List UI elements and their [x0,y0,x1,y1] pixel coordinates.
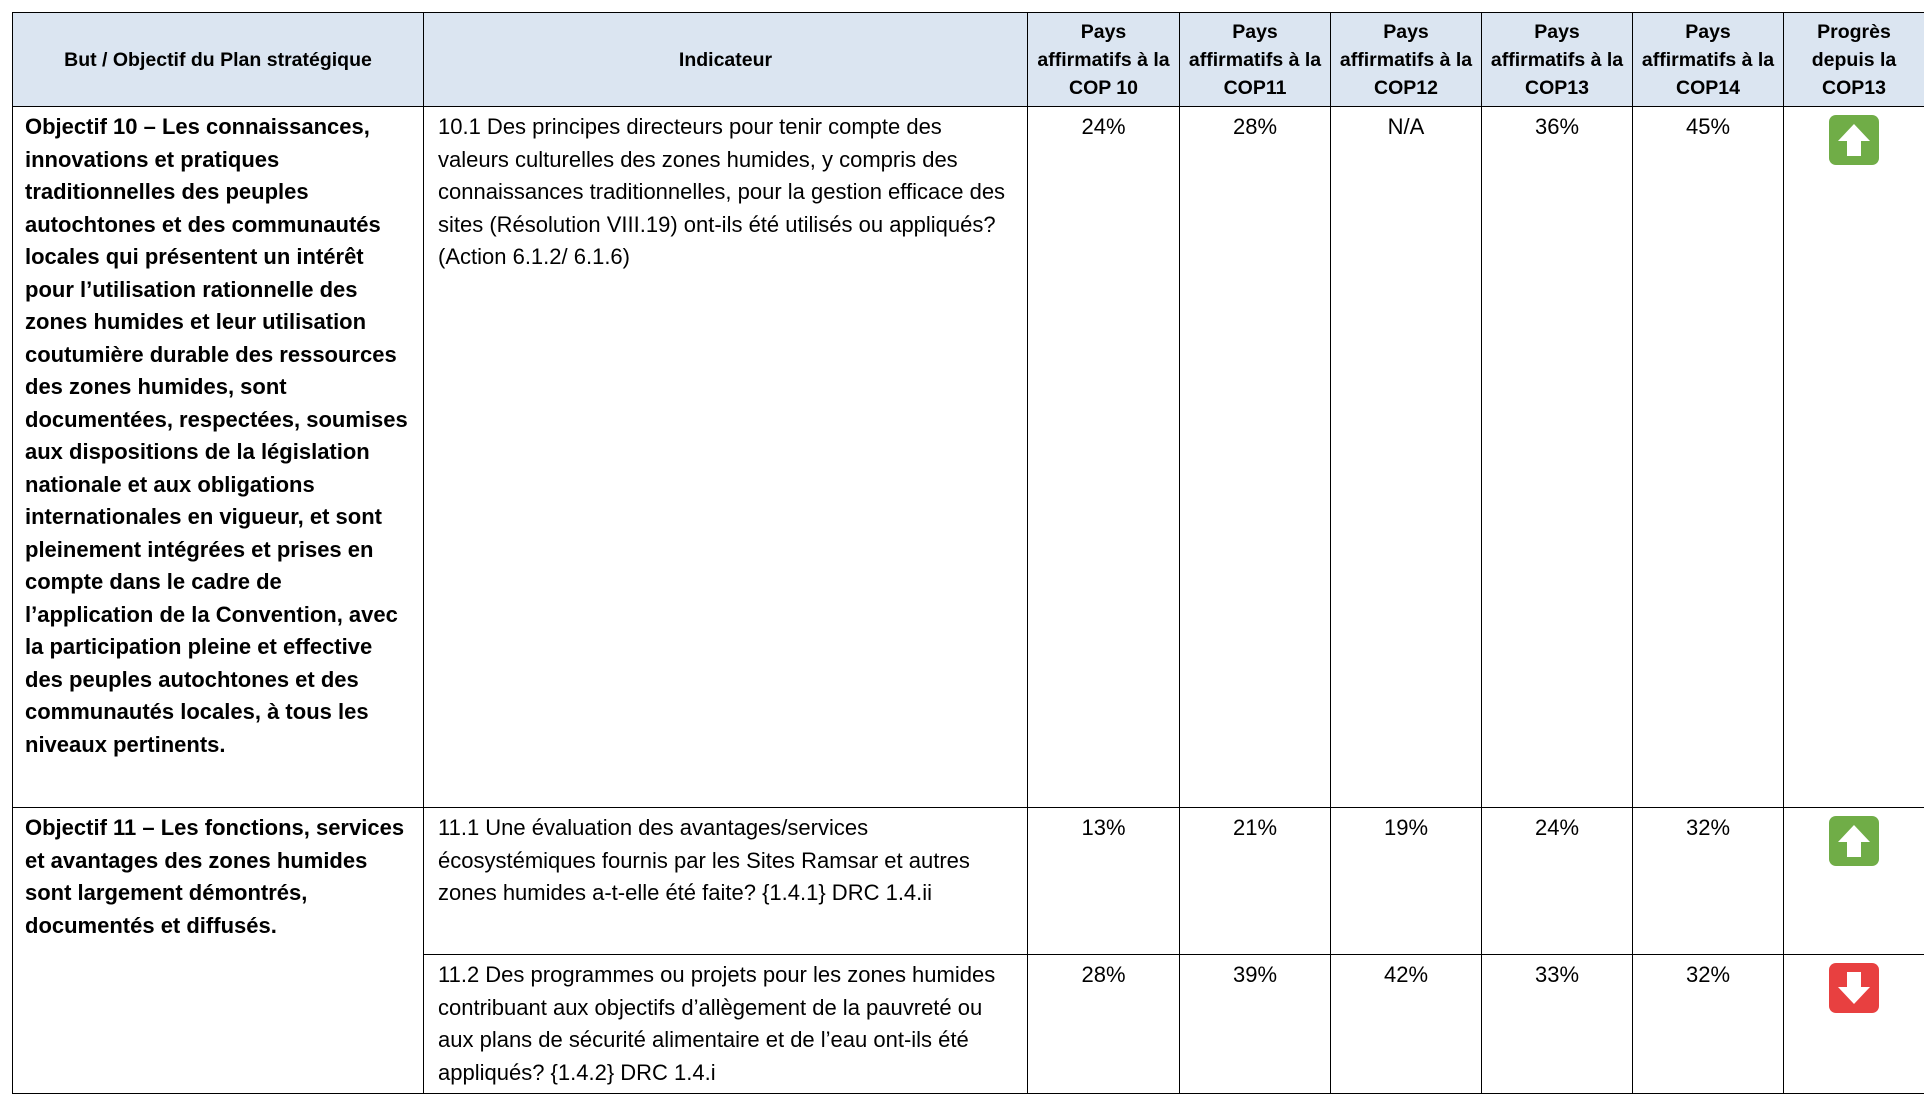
cop11-value: 21% [1180,808,1331,955]
up-arrow-icon [1829,115,1879,165]
down-arrow-icon [1829,963,1879,1013]
header-indicator: Indicateur [424,13,1028,107]
header-goal: But / Objectif du Plan stratégique [13,13,424,107]
cop11-value: 28% [1180,107,1331,808]
indicator-cell: 11.2 Des programmes ou projets pour les … [424,955,1028,1094]
header-cop11: Pays affirmatifs à la COP11 [1180,13,1331,107]
header-cop10: Pays affirmatifs à la COP 10 [1028,13,1180,107]
cop11-value: 39% [1180,955,1331,1094]
cop12-value: 19% [1331,808,1482,955]
goal-cell: Objectif 10 – Les connaissances, innovat… [13,107,424,808]
cop10-value: 28% [1028,955,1180,1094]
cop10-value: 24% [1028,107,1180,808]
indicators-table: But / Objectif du Plan stratégique Indic… [12,12,1924,1094]
indicator-cell: 10.1 Des principes directeurs pour tenir… [424,107,1028,808]
progress-cell [1784,808,1924,955]
header-cop13: Pays affirmatifs à la COP13 [1482,13,1633,107]
table-row: Objectif 11 – Les fonctions, services et… [13,808,1924,955]
cop12-value: 42% [1331,955,1482,1094]
cop14-value: 32% [1633,808,1784,955]
header-cop14: Pays affirmatifs à la COP14 [1633,13,1784,107]
table-header-row: But / Objectif du Plan stratégique Indic… [13,13,1924,107]
indicator-cell: 11.1 Une évaluation des avantages/servic… [424,808,1028,955]
cop13-value: 33% [1482,955,1633,1094]
strategic-plan-table-page: But / Objectif du Plan stratégique Indic… [12,12,1924,1094]
cop14-value: 32% [1633,955,1784,1094]
cop14-value: 45% [1633,107,1784,808]
cop13-value: 24% [1482,808,1633,955]
up-arrow-icon [1829,816,1879,866]
header-cop12: Pays affirmatifs à la COP12 [1331,13,1482,107]
progress-cell [1784,107,1924,808]
table-row: Objectif 10 – Les connaissances, innovat… [13,107,1924,808]
header-progress: Progrès depuis la COP13 [1784,13,1924,107]
goal-cell: Objectif 11 – Les fonctions, services et… [13,808,424,1094]
progress-cell [1784,955,1924,1094]
cop12-value: N/A [1331,107,1482,808]
cop13-value: 36% [1482,107,1633,808]
cop10-value: 13% [1028,808,1180,955]
